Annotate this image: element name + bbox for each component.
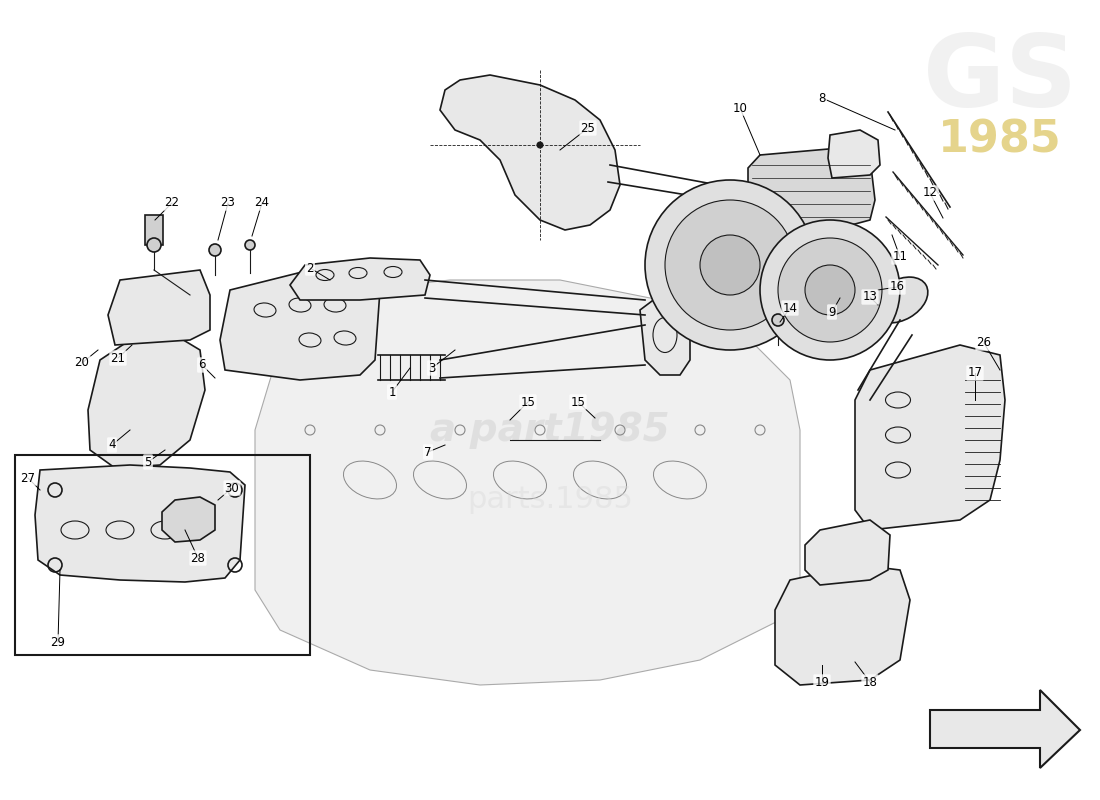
Text: 21: 21: [110, 351, 125, 365]
Text: 14: 14: [782, 302, 797, 314]
Polygon shape: [805, 520, 890, 585]
Text: 8: 8: [818, 91, 826, 105]
Text: 27: 27: [21, 471, 35, 485]
Polygon shape: [108, 270, 210, 345]
Circle shape: [245, 240, 255, 250]
Text: 5: 5: [144, 455, 152, 469]
Text: 10: 10: [733, 102, 747, 114]
Polygon shape: [776, 565, 910, 685]
Text: 20: 20: [75, 357, 89, 370]
Circle shape: [666, 200, 795, 330]
Text: 13: 13: [862, 290, 878, 303]
Bar: [15, 455, 310, 655]
Circle shape: [805, 265, 855, 315]
Text: 23: 23: [221, 197, 235, 210]
Polygon shape: [290, 258, 430, 300]
Text: 29: 29: [51, 635, 66, 649]
Polygon shape: [162, 497, 214, 542]
Text: 1985: 1985: [938, 118, 1062, 162]
Circle shape: [760, 220, 900, 360]
Polygon shape: [855, 345, 1005, 530]
Text: parts.1985: parts.1985: [468, 486, 632, 514]
Text: 9: 9: [828, 306, 836, 318]
Polygon shape: [88, 335, 205, 468]
Circle shape: [778, 238, 882, 342]
Text: 1: 1: [388, 386, 396, 398]
Circle shape: [147, 238, 161, 252]
Circle shape: [209, 244, 221, 256]
Polygon shape: [930, 690, 1080, 768]
Text: 18: 18: [862, 675, 878, 689]
Polygon shape: [640, 295, 690, 375]
Text: a part1985: a part1985: [430, 411, 670, 449]
Polygon shape: [748, 148, 874, 230]
Text: 4: 4: [108, 438, 115, 451]
Circle shape: [537, 142, 543, 148]
Text: 30: 30: [224, 482, 240, 494]
Text: 22: 22: [165, 197, 179, 210]
Text: 28: 28: [190, 551, 206, 565]
Text: 17: 17: [968, 366, 982, 379]
Text: 7: 7: [425, 446, 431, 458]
Text: 12: 12: [923, 186, 937, 199]
Text: 15: 15: [571, 395, 585, 409]
Text: 15: 15: [520, 395, 536, 409]
Ellipse shape: [872, 277, 927, 323]
Polygon shape: [440, 75, 620, 230]
Circle shape: [645, 180, 815, 350]
Text: 24: 24: [254, 197, 270, 210]
Bar: [145, 215, 163, 245]
Text: 19: 19: [814, 675, 829, 689]
Text: 11: 11: [892, 250, 907, 263]
Polygon shape: [220, 270, 380, 380]
Polygon shape: [255, 280, 800, 685]
Text: 26: 26: [977, 337, 991, 350]
Polygon shape: [828, 130, 880, 178]
Text: 25: 25: [581, 122, 595, 134]
Text: 3: 3: [428, 362, 436, 374]
Text: 16: 16: [890, 281, 904, 294]
Text: GS: GS: [923, 31, 1077, 129]
Text: 2: 2: [306, 262, 313, 274]
Circle shape: [772, 314, 784, 326]
Circle shape: [700, 235, 760, 295]
Text: 6: 6: [198, 358, 206, 371]
Polygon shape: [35, 465, 245, 582]
